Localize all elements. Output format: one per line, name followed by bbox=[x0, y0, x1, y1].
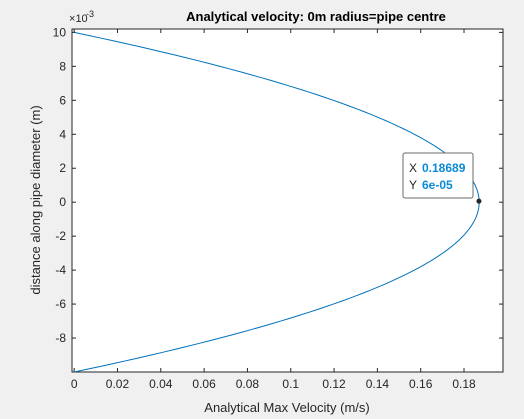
y-tick-label: 4 bbox=[59, 127, 66, 141]
plot-area[interactable] bbox=[71, 28, 504, 373]
y-axis: -8 -6 -4 -2 0 2 4 6 8 10 bbox=[53, 25, 503, 345]
x-axis: 0 0.02 0.04 0.06 0.08 0.1 0.12 0.14 0.16 0.18 bbox=[71, 29, 476, 391]
x-tick-label: 0 bbox=[71, 377, 78, 391]
y-tick-label: -8 bbox=[55, 331, 66, 345]
datatip-x-value: 0.18689 bbox=[422, 161, 466, 175]
datatip-box bbox=[402, 152, 474, 199]
y-exponent-label: ×10 -3 bbox=[69, 9, 94, 25]
datatip[interactable]: X 0.18689 Y 6e-05 bbox=[402, 152, 474, 199]
y-axis-label: distance along pipe diameter (m) bbox=[28, 105, 43, 294]
datatip-x-key: X bbox=[409, 161, 417, 175]
y-tick-label: -6 bbox=[55, 297, 66, 311]
x-tick-label: 0.16 bbox=[409, 377, 433, 391]
x-tick-label: 0.1 bbox=[282, 377, 299, 391]
y-tick-label: 8 bbox=[59, 59, 66, 73]
datatip-y-key: Y bbox=[409, 178, 417, 192]
x-tick-label: 0.06 bbox=[192, 377, 216, 391]
x-tick-label: 0.14 bbox=[366, 377, 390, 391]
chart-title: Analytical velocity: 0m radius=pipe cent… bbox=[186, 9, 446, 24]
x-tick-label: 0.08 bbox=[236, 377, 260, 391]
y-tick-label: -4 bbox=[55, 263, 66, 277]
y-tick-label: -2 bbox=[55, 229, 66, 243]
datatip-y-value: 6e-05 bbox=[422, 178, 453, 192]
x-tick-label: 0.04 bbox=[149, 377, 173, 391]
y-tick-label: 0 bbox=[59, 195, 66, 209]
x-tick-label: 0.02 bbox=[106, 377, 130, 391]
y-exponent-base: ×10 bbox=[69, 13, 88, 25]
x-tick-label: 0.18 bbox=[452, 377, 476, 391]
y-tick-label: 6 bbox=[59, 93, 66, 107]
x-tick-label: 0.12 bbox=[322, 377, 346, 391]
datatip-marker[interactable] bbox=[476, 198, 482, 204]
y-tick-label: 10 bbox=[53, 25, 67, 39]
y-tick-label: 2 bbox=[59, 161, 66, 175]
x-axis-label: Analytical Max Velocity (m/s) bbox=[204, 400, 369, 415]
y-exponent-power: -3 bbox=[86, 9, 94, 19]
